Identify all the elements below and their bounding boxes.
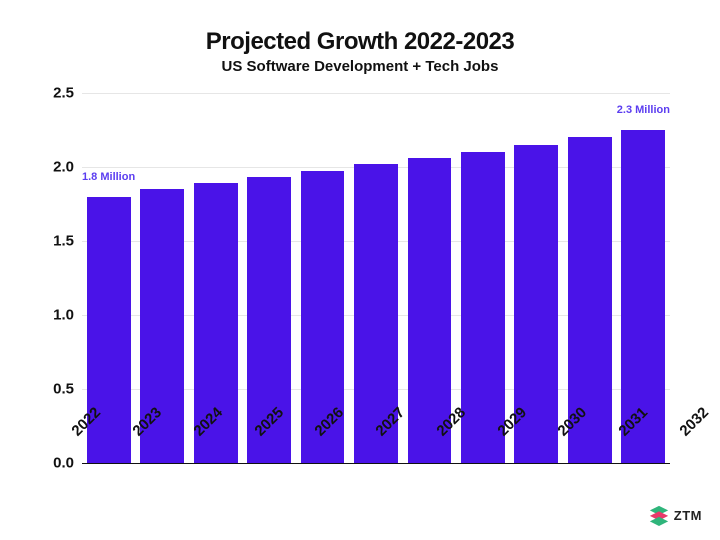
x-tick-label: 2029 bbox=[494, 404, 530, 440]
x-axis-labels: 2022 2023 2024 2025 2026 2027 2028 2029 2030 2031… bbox=[42, 394, 710, 444]
x-label-slot: 2030 bbox=[528, 394, 589, 444]
x-label-slot: 2029 bbox=[467, 394, 528, 444]
y-tick-label: 2.0 bbox=[53, 159, 82, 176]
x-label-slot: 2028 bbox=[406, 394, 467, 444]
x-label-slot: 2024 bbox=[163, 394, 224, 444]
x-label-slot: 2025 bbox=[224, 394, 285, 444]
y-tick-label: 0.0 bbox=[53, 455, 82, 472]
chart-title: Projected Growth 2022-2023 bbox=[40, 28, 680, 56]
x-tick-label: 2030 bbox=[555, 404, 591, 440]
x-label-slot: 2023 bbox=[103, 394, 164, 444]
bar-annotation: 2.3 Million bbox=[617, 104, 670, 116]
brand-logo: ZTM bbox=[648, 504, 702, 526]
gridline bbox=[82, 463, 670, 464]
x-tick-label: 2028 bbox=[433, 404, 469, 440]
x-label-slot: 2032 bbox=[649, 394, 710, 444]
x-tick-label: 2026 bbox=[312, 404, 348, 440]
x-tick-label: 2023 bbox=[130, 404, 166, 440]
y-tick-label: 1.0 bbox=[53, 307, 82, 324]
y-tick-label: 1.5 bbox=[53, 233, 82, 250]
x-label-slot: 2022 bbox=[42, 394, 103, 444]
chart-container: Projected Growth 2022-2023 US Software D… bbox=[0, 0, 720, 540]
x-tick-label: 2025 bbox=[251, 404, 287, 440]
x-tick-label: 2031 bbox=[615, 404, 651, 440]
bar-annotation: 1.8 Million bbox=[82, 171, 135, 183]
logo-icon bbox=[648, 504, 670, 526]
x-tick-label: 2032 bbox=[676, 404, 712, 440]
x-tick-label: 2022 bbox=[69, 404, 105, 440]
x-label-slot: 2026 bbox=[285, 394, 346, 444]
x-label-slot: 2027 bbox=[346, 394, 407, 444]
y-tick-label: 2.5 bbox=[53, 85, 82, 102]
chart-subtitle: US Software Development + Tech Jobs bbox=[40, 58, 680, 75]
x-label-slot: 2031 bbox=[589, 394, 650, 444]
x-tick-label: 2027 bbox=[372, 404, 408, 440]
logo-text: ZTM bbox=[674, 508, 702, 523]
x-tick-label: 2024 bbox=[190, 404, 226, 440]
